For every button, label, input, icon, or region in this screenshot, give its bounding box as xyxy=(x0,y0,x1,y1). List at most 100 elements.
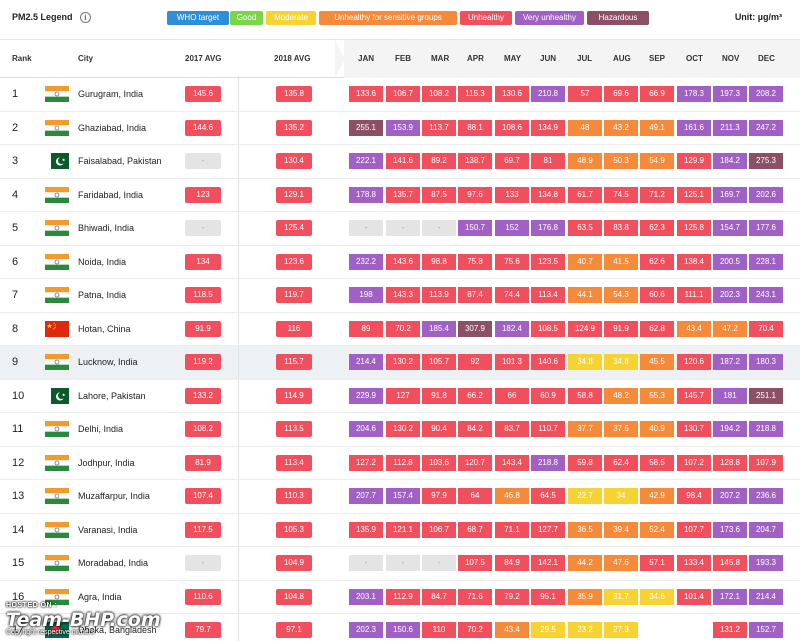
table-row[interactable]: 6 Noida, India 134 123.6 232.2 143.6 98.8 75.8 7… xyxy=(0,245,800,279)
table-row[interactable]: 10 Lahore, Pakistan 133.2 114.9 229.9 127 91.8… xyxy=(0,379,800,413)
header-2017-avg[interactable]: 2017 AVG xyxy=(185,54,222,63)
table-row[interactable]: 13 Muzaffarpur, India 107.4 110.3 207.7 157.4… xyxy=(0,480,800,514)
header-month-jan[interactable]: JAN xyxy=(358,54,375,63)
rank-cell: 7 xyxy=(12,289,19,301)
header-month-oct[interactable]: OCT xyxy=(686,54,703,63)
month-cell-jul: 59.8 xyxy=(568,454,603,471)
header-rank[interactable]: Rank xyxy=(12,54,32,63)
month-cell-may: 152 xyxy=(495,220,530,236)
header-month-nov[interactable]: NOV xyxy=(722,54,740,63)
city-name[interactable]: Faisalabad, Pakistan xyxy=(78,156,162,166)
table-row[interactable]: 17 Dhaka, Bangladesh 79.7 97.1 202.3 150.6 110… xyxy=(0,614,800,641)
month-cell-may: 43.4 xyxy=(495,622,530,638)
month-cell-aug: 74.5 xyxy=(604,186,639,203)
table-row[interactable]: 9 Lucknow, India 119.2 115.7 214.4 130.2 105.7… xyxy=(0,346,800,380)
city-name[interactable]: Jodhpur, India xyxy=(78,457,135,468)
column-separator xyxy=(238,145,239,178)
avg-2018-cell: 104.9 xyxy=(276,555,312,571)
city-name[interactable]: Bhiwadi, India xyxy=(78,223,135,233)
table-row[interactable]: 7 Patna, India 118.5 119.7 198 143.3 113.9 87.4… xyxy=(0,279,800,313)
month-cell-jan: 203.1 xyxy=(349,588,384,605)
month-cell-jun: 127.7 xyxy=(531,521,566,538)
city-name[interactable]: Noida, India xyxy=(78,256,127,267)
city-name[interactable]: Lucknow, India xyxy=(78,357,138,367)
header-month-feb[interactable]: FEB xyxy=(395,54,411,63)
month-cell-apr: 97.6 xyxy=(458,186,493,203)
table-row[interactable]: 8 Hotan, China 91.9 116 89 70.2 185.4 307.9 182.… xyxy=(0,312,800,346)
header-month-dec[interactable]: DEC xyxy=(758,54,775,63)
month-cell-dec: 228.1 xyxy=(749,253,784,270)
avg-2017-cell: 108.2 xyxy=(185,421,221,437)
month-cell-sep: 42.9 xyxy=(640,488,675,504)
city-name[interactable]: Varanasi, India xyxy=(78,524,138,535)
table-row[interactable]: 16 Agra, India 110.6 104.8 203.1 112.9 84.7 71.… xyxy=(0,580,800,614)
month-cell-jan: 198 xyxy=(349,287,384,303)
table-row[interactable]: 11 Delhi, India 108.2 113.5 204.6 130.2 90.4 84… xyxy=(0,413,800,447)
header-month-apr[interactable]: APR xyxy=(467,54,484,63)
table-row[interactable]: 15 Moradabad, India -104.9- - -107.5 84.9 142.… xyxy=(0,547,800,581)
months-header-bg xyxy=(344,40,800,78)
header-month-jun[interactable]: JUN xyxy=(540,54,557,63)
table-row[interactable]: 12 Jodhpur, India 81.9 113.4 127.2 112.8 103.6… xyxy=(0,446,800,480)
month-cell-mar: 108.2 xyxy=(422,86,457,102)
avg-2018-cell: 123.6 xyxy=(276,253,312,270)
table-row[interactable]: 2 Ghaziabad, India 144.6 135.2 255.1 153.9 113… xyxy=(0,111,800,145)
india-flag-icon xyxy=(45,119,69,136)
watermark-hosted-on: HOSTED ON : xyxy=(6,602,58,609)
header-month-jul[interactable]: JUL xyxy=(577,54,593,63)
header-month-mar[interactable]: MAR xyxy=(431,54,450,63)
avg-2017-cell: 134 xyxy=(185,253,221,270)
city-name[interactable]: Dhaka, Bangladesh xyxy=(78,625,157,635)
header-2018-avg[interactable]: 2018 AVG xyxy=(274,54,311,63)
city-name[interactable]: Muzaffarpur, India xyxy=(78,491,150,501)
month-cell-feb: 141.6 xyxy=(386,153,421,169)
month-cell-feb: - xyxy=(386,555,421,571)
month-cell-jun: 134.9 xyxy=(531,119,566,136)
header-month-aug[interactable]: AUG xyxy=(613,54,631,63)
avg-2018-cell: 113.4 xyxy=(276,454,312,471)
city-name[interactable]: Delhi, India xyxy=(78,424,124,434)
table-row[interactable]: 1 Gurugram, India 145.6 135.8 133.6 106.7 108.… xyxy=(0,78,800,112)
month-cell-mar: 110 xyxy=(422,622,457,638)
month-cell-nov: 173.6 xyxy=(713,521,748,538)
city-name[interactable]: Patna, India xyxy=(78,290,127,300)
city-name[interactable]: Lahore, Pakistan xyxy=(78,390,146,401)
header-arrow xyxy=(335,40,345,78)
header-month-may[interactable]: MAY xyxy=(504,54,522,63)
table-row[interactable]: 14 Varanasi, India 117.5 105.3 135.9 121.1 106… xyxy=(0,513,800,547)
city-name[interactable]: Faridabad, India xyxy=(78,189,144,200)
month-cell-oct: 111.1 xyxy=(677,287,712,303)
month-cell-sep: 45.5 xyxy=(640,354,675,370)
month-cell-jul: 35.9 xyxy=(568,588,603,605)
city-name[interactable]: Gurugram, India xyxy=(78,89,144,99)
month-cell-may: 79.2 xyxy=(495,588,530,605)
month-cell-aug: 48.2 xyxy=(604,387,639,404)
month-cell-jan: 202.3 xyxy=(349,622,384,638)
month-cell-mar: 185.4 xyxy=(422,320,457,337)
month-cell-aug: 39.4 xyxy=(604,521,639,538)
month-cell-jan: 255.1 xyxy=(349,119,384,136)
month-cell-jul: 61.7 xyxy=(568,186,603,203)
info-icon[interactable]: i xyxy=(80,12,91,23)
legend-chip-unhealthy: Unhealthy xyxy=(460,11,512,25)
table-row[interactable]: 5 Bhiwadi, India -125.4- - -150.7 152 176.8 63.… xyxy=(0,212,800,246)
rank-cell: 14 xyxy=(12,523,25,536)
header-city[interactable]: City xyxy=(78,54,94,63)
legend-chip-moderate: Moderate xyxy=(266,11,316,25)
month-cell-nov: 169.7 xyxy=(713,186,748,203)
avg-2017-cell: - xyxy=(185,220,221,236)
month-cell-jan: 214.4 xyxy=(349,354,384,370)
month-cell-jan: 222.1 xyxy=(349,153,384,169)
month-cell-aug: 54.3 xyxy=(604,287,639,303)
header-month-sep[interactable]: SEP xyxy=(649,54,666,63)
city-name[interactable]: Ghaziabad, India xyxy=(78,122,147,133)
month-cell-oct: 133.4 xyxy=(677,555,712,571)
city-name[interactable]: Moradabad, India xyxy=(78,558,149,568)
month-cell-dec: 214.4 xyxy=(749,588,784,605)
month-cell-dec: 193.3 xyxy=(749,555,784,571)
table-row[interactable]: 3 Faisalabad, Pakistan - 130.4 222.1 141.6 89.… xyxy=(0,145,800,179)
city-name[interactable]: Hotan, China xyxy=(78,323,131,334)
month-cell-dec: 177.6 xyxy=(749,220,784,236)
city-name[interactable]: Agra, India xyxy=(78,591,122,602)
table-row[interactable]: 4 Faridabad, India 123 129.1 178.8 135.7 87.5 9… xyxy=(0,178,800,212)
